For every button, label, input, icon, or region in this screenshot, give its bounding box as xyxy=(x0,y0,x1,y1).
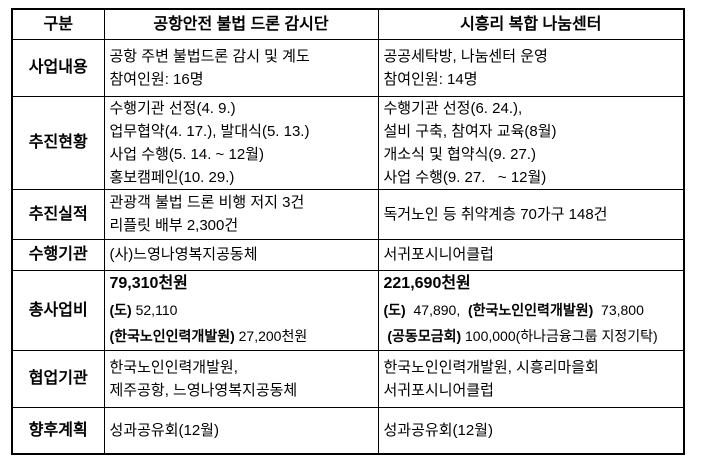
cell-future-center: 성과공유회(12월) xyxy=(377,406,685,455)
text-line: 수행기관 선정(4. 9.) xyxy=(109,99,236,117)
budget-detail-line: (도) 47,890, (한국노인인력개발원) 73,800 xyxy=(384,297,679,323)
text-line: 리플릿 배부 2,300건 xyxy=(109,217,239,234)
budget-source-label: (한국노인인력개발원) xyxy=(109,328,235,344)
cell-business-content-center: 공공세탁방, 나눔센터 운영 참여인원: 14명 xyxy=(377,38,685,97)
text-line: 서귀포시니어클럽 xyxy=(383,381,494,399)
row-label-progress-status: 추진현황 xyxy=(11,95,105,190)
row-label-partner-organizations: 협업기관 xyxy=(11,349,105,408)
text-line: 설비 구축, 참여자 교육(8월) xyxy=(383,122,557,140)
text-line: 공공세탁방, 나눔센터 운영 xyxy=(383,47,548,65)
cell-agency-drone: (사)느영나영복지공동체 xyxy=(103,238,379,271)
row-progress-status: 추진현황 수행기관 선정(4. 9.) 업무협약(4. 17.), 발대식(5.… xyxy=(11,95,685,190)
text-line: 수행기관 선정(6. 24.), xyxy=(383,99,523,117)
text-line: 성과공유회(12월) xyxy=(383,421,493,439)
text-line: 홍보캠페인(10. 29.) xyxy=(109,168,235,186)
header-sharing-center-project: 시흥리 복합 나눔센터 xyxy=(377,8,685,40)
budget-source-label: (도) xyxy=(109,302,132,318)
text-line: 독거노인 등 취약계층 70가구 148건 xyxy=(383,205,608,223)
budget-detail-line: (도) 52,110 xyxy=(110,297,373,323)
budget-amount: 73,800 xyxy=(593,302,644,318)
row-partner-organizations: 협업기관 한국노인인력개발원, 제주공항, 느영나영복지공동체 한국노인인력개발… xyxy=(11,349,685,408)
cell-achievements-drone: 관광객 불법 드론 비행 저지 3건 리플릿 배부 2,300건 xyxy=(103,188,379,240)
text-line: 제주공항, 느영나영복지공동체 xyxy=(109,381,298,399)
budget-amount: 100,000(하나금융그룹 지정기탁) xyxy=(461,328,658,344)
cell-progress-drone: 수행기관 선정(4. 9.) 업무협약(4. 17.), 발대식(5. 13.)… xyxy=(103,95,379,190)
row-executing-agency: 수행기관 (사)느영나영복지공동체 서귀포시니어클럽 xyxy=(11,238,685,271)
cell-achievements-center: 독거노인 등 취약계층 70가구 148건 xyxy=(377,188,685,240)
text-line: 사업 수행(9. 27. ~ 12월) xyxy=(383,168,547,186)
text-line: 서귀포시니어클럽 xyxy=(383,246,494,263)
row-label-achievements: 추진실적 xyxy=(11,188,105,240)
cell-budget-drone: 79,310천원 (도) 52,110 (한국노인인력개발원) 27,200천원 xyxy=(103,269,379,351)
text-line: 공항 주변 불법드론 감시 및 계도 xyxy=(109,47,310,65)
budget-amount: 52,110 xyxy=(131,302,178,318)
budget-amount: 27,200천원 xyxy=(234,328,308,344)
cell-progress-center: 수행기관 선정(6. 24.), 설비 구축, 참여자 교육(8월) 개소식 및… xyxy=(377,95,685,190)
row-label-total-budget: 총사업비 xyxy=(11,269,105,351)
cell-budget-center: 221,690천원 (도) 47,890, (한국노인인력개발원) 73,800… xyxy=(377,269,685,351)
cell-agency-center: 서귀포시니어클럽 xyxy=(377,238,685,271)
row-total-budget: 총사업비 79,310천원 (도) 52,110 (한국노인인력개발원) 27,… xyxy=(11,269,685,351)
text-line: 사업 수행(5. 14. ~ 12월) xyxy=(109,145,264,163)
text-line: 한국노인인력개발원, 시흥리마을회 xyxy=(383,358,599,376)
budget-source-label: (한국노인인력개발원) xyxy=(468,302,594,318)
text-line: (사)느영나영복지공동체 xyxy=(109,246,258,263)
text-line: 참여인원: 14명 xyxy=(383,70,478,88)
project-comparison-table: 구분 공항안전 불법 드론 감시단 시흥리 복합 나눔센터 사업내용 공항 주변… xyxy=(11,8,685,455)
text-line: 개소식 및 협약식(9. 27.) xyxy=(383,145,536,163)
table-header-row: 구분 공항안전 불법 드론 감시단 시흥리 복합 나눔센터 xyxy=(11,8,685,40)
budget-total: 221,690천원 xyxy=(383,275,471,292)
text-line: 업무협약(4. 17.), 발대식(5. 13.) xyxy=(109,122,310,140)
budget-detail-line: (공동모금회) 100,000(하나금융그룹 지정기탁) xyxy=(384,323,679,349)
header-drone-watch-project: 공항안전 불법 드론 감시단 xyxy=(103,8,379,40)
row-label-future-plans: 향후계획 xyxy=(11,406,105,455)
cell-future-drone: 성과공유회(12월) xyxy=(103,406,379,455)
cell-partners-center: 한국노인인력개발원, 시흥리마을회 서귀포시니어클럽 xyxy=(377,349,685,408)
header-category: 구분 xyxy=(11,8,105,40)
row-label-executing-agency: 수행기관 xyxy=(11,238,105,271)
text-line: 참여인원: 16명 xyxy=(109,70,204,88)
row-future-plans: 향후계획 성과공유회(12월) 성과공유회(12월) xyxy=(11,406,685,455)
cell-business-content-drone: 공항 주변 불법드론 감시 및 계도 참여인원: 16명 xyxy=(103,38,379,97)
cell-partners-drone: 한국노인인력개발원, 제주공항, 느영나영복지공동체 xyxy=(103,349,379,408)
text-line: 관광객 불법 드론 비행 저지 3건 xyxy=(109,194,305,211)
text-line: 성과공유회(12월) xyxy=(109,421,219,439)
row-label-business-content: 사업내용 xyxy=(11,38,105,97)
budget-total: 79,310천원 xyxy=(109,275,188,292)
budget-source-label: (도) xyxy=(383,302,406,318)
budget-detail-line: (한국노인인력개발원) 27,200천원 xyxy=(110,323,373,349)
budget-amount: 47,890, xyxy=(405,302,468,318)
row-achievements: 추진실적 관광객 불법 드론 비행 저지 3건 리플릿 배부 2,300건 독거… xyxy=(11,188,685,240)
budget-source-label: (공동모금회) xyxy=(383,328,462,344)
text-line: 한국노인인력개발원, xyxy=(109,358,238,376)
row-business-content: 사업내용 공항 주변 불법드론 감시 및 계도 참여인원: 16명 공공세탁방,… xyxy=(11,38,685,97)
